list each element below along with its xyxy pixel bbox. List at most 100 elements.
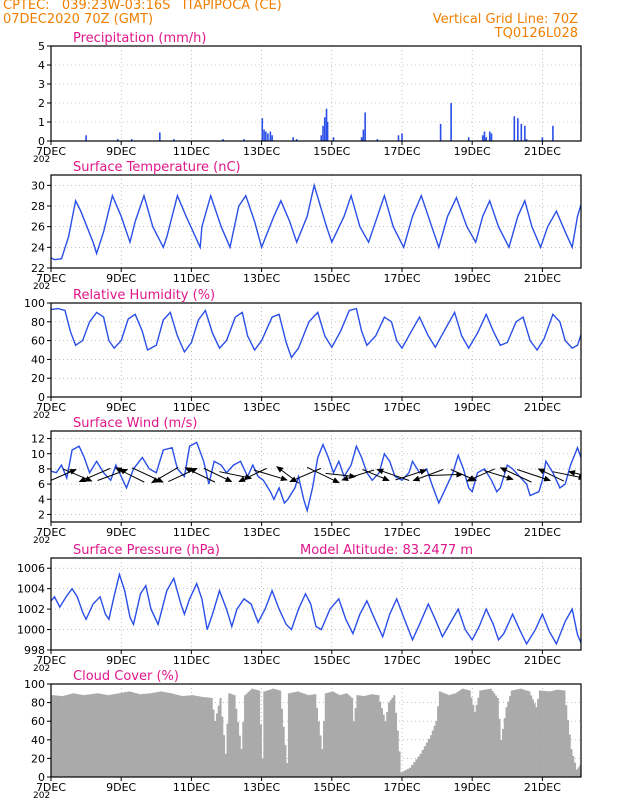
cloud-bar — [277, 690, 280, 777]
cloud-bar — [519, 688, 523, 777]
y-tick-label: 26 — [31, 221, 45, 234]
y-tick-label: 0 — [38, 135, 45, 148]
y-tick-label: 4 — [38, 493, 45, 506]
cloud-bar — [72, 693, 75, 777]
pres-plot — [51, 571, 581, 646]
cloud-bar — [247, 691, 250, 777]
cloud-bar — [577, 767, 580, 777]
x-tick-label: 17DEC — [383, 272, 420, 285]
station-label: CPTEC: 039:23W-03:16S ITAPIPOCA (CE) — [3, 0, 282, 13]
cloud-bar — [189, 695, 192, 777]
cloud-bar — [61, 696, 64, 777]
cloud-bar — [411, 764, 414, 777]
cloud-bar — [452, 693, 455, 777]
y-tick-label: 3 — [38, 78, 45, 91]
x-year-stub: 202 — [33, 664, 50, 674]
wind-line — [51, 441, 581, 514]
x-tick-label: 21DEC — [524, 401, 561, 414]
cloud-bar — [558, 689, 561, 777]
cloud-bar — [438, 691, 442, 777]
cloud-bar — [65, 694, 69, 777]
cloud-bar — [473, 711, 477, 777]
cloud-bar — [55, 695, 58, 777]
cloud-bar — [88, 694, 91, 777]
y-tick-label: 4 — [38, 59, 45, 72]
cloud-bar — [130, 691, 133, 777]
cloud-bar — [237, 722, 240, 777]
cloud-panel: 0 20 40 60 80 100 7DEC 9DEC 11DEC 13DEC 15DEC 17DEC… — [24, 669, 582, 800]
cloud-bar — [273, 689, 276, 777]
cloud-bar — [354, 708, 357, 777]
cloud-bar — [463, 689, 466, 777]
wind-arrow — [395, 469, 428, 481]
cloud-bar — [312, 694, 315, 777]
cloud-bar — [204, 697, 207, 777]
cloud-bar — [572, 755, 575, 777]
cloud-bar — [82, 695, 85, 777]
cloud-bar — [298, 692, 302, 777]
cloud-bar — [517, 689, 520, 777]
cloud-bar — [345, 693, 348, 777]
x-tick-label: 11DEC — [173, 654, 210, 667]
cloud-bar — [166, 692, 169, 777]
cloud-bar — [358, 695, 361, 777]
cloud-bar — [164, 692, 167, 777]
x-tick-label: 15DEC — [313, 526, 350, 539]
y-tick-label: 0 — [38, 391, 45, 404]
cloud-bar — [570, 749, 573, 777]
cloud-bar — [282, 726, 285, 777]
precip-bar — [320, 135, 323, 141]
y-tick-label: 100 — [24, 678, 45, 691]
precip-bar — [222, 139, 224, 141]
cloud-title: Cloud Cover (%) — [73, 669, 179, 684]
cloud-bar — [242, 722, 245, 777]
wind-title: Surface Wind (m/s) — [73, 416, 197, 431]
wind-arrow — [219, 471, 253, 481]
x-tick-label: 15DEC — [313, 654, 350, 667]
cloud-bar — [531, 699, 534, 777]
x-year-stub: 202 — [33, 282, 50, 292]
y-tick-label: 12 — [31, 433, 45, 446]
x-tick-label: 19DEC — [454, 526, 491, 539]
y-tick-label: 20 — [31, 752, 45, 765]
x-tick-label: 21DEC — [524, 781, 561, 794]
panel-frame — [50, 174, 582, 269]
date-label: 07DEC2020 70Z (GMT) — [3, 12, 154, 27]
cloud-bar — [409, 767, 412, 777]
cloud-bar — [540, 690, 544, 777]
temp-plot — [51, 182, 581, 261]
cloud-bar — [552, 690, 555, 777]
cloud-bar — [454, 693, 457, 777]
cloud-bar — [233, 695, 236, 777]
rh-title: Relative Humidity (%) — [73, 288, 215, 303]
cloud-bar — [287, 693, 291, 777]
x-tick-label: 13DEC — [243, 781, 280, 794]
cloud-bar — [430, 735, 433, 777]
wind-arrow — [78, 467, 111, 483]
y-tick-label: 2 — [38, 508, 45, 521]
cloud-bar — [398, 751, 401, 777]
precip-bar — [159, 132, 161, 141]
cloud-bar — [537, 698, 540, 777]
y-tick-label: 1004 — [17, 583, 45, 596]
x-tick-label: 19DEC — [454, 654, 491, 667]
x-tick-label: 15DEC — [313, 781, 350, 794]
precip-bar — [295, 139, 298, 141]
precip-bar — [326, 122, 329, 141]
cloud-bar — [168, 692, 171, 777]
cloud-bar — [389, 700, 392, 777]
x-tick-label: 9DEC — [106, 654, 136, 667]
cloud-bar — [124, 692, 127, 777]
cloud-bar — [121, 692, 125, 777]
wind-arrow — [184, 467, 216, 483]
cloud-bar — [500, 739, 503, 777]
x-tick-label: 9DEC — [106, 272, 136, 285]
x-tick-label: 17DEC — [383, 401, 420, 414]
precip-bar — [322, 125, 324, 141]
y-tick-label: 1002 — [17, 603, 45, 616]
cloud-bar — [107, 695, 110, 777]
rh-plot — [51, 307, 581, 359]
cloud-bar — [365, 695, 368, 777]
cloud-bar — [402, 771, 405, 777]
cloud-bar — [551, 690, 554, 777]
